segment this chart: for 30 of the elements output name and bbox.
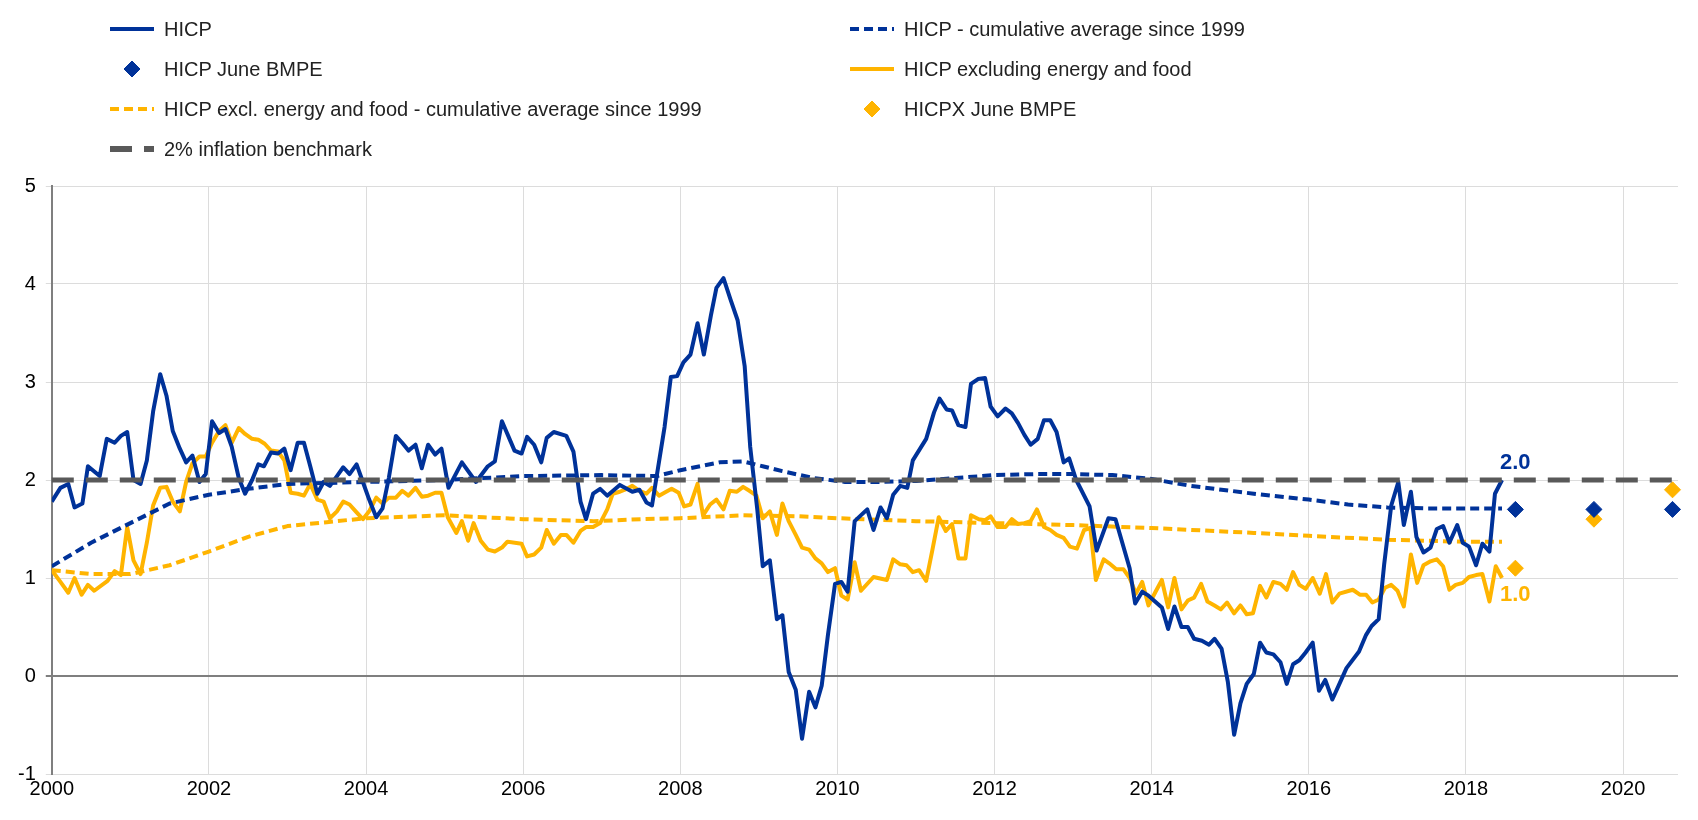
legend-label: HICP excl. energy and food - cumulative average since 1999 <box>164 97 702 121</box>
x-tick-label: 2004 <box>343 776 389 799</box>
point <box>1585 500 1603 518</box>
legend-label: 2% inflation benchmark <box>164 137 372 161</box>
y-tick-label: 4 <box>24 271 36 294</box>
x-tick-label: 2008 <box>658 776 703 799</box>
x-tick-label: 2020 <box>1600 776 1646 799</box>
x-tick-label: 2016 <box>1286 776 1332 799</box>
legend-label: HICP <box>164 17 212 41</box>
annotation: 2.0 <box>1500 449 1531 475</box>
x-tick-label: 2010 <box>815 776 860 799</box>
legend-label: HICPX June BMPE <box>904 97 1077 121</box>
x-tick-label: 2014 <box>1129 776 1174 799</box>
y-tick-label: 5 <box>24 173 36 196</box>
x-tick-label: 2018 <box>1443 776 1489 799</box>
y-tick-label: 3 <box>24 369 36 392</box>
point <box>1664 500 1681 518</box>
x-tick-label: 2002 <box>186 776 232 799</box>
y-tick-label: 2 <box>24 467 36 490</box>
x-tick-label: 2006 <box>500 776 546 799</box>
point <box>1506 500 1524 518</box>
annotation: 1.0 <box>1500 581 1531 607</box>
legend-label: HICP June BMPE <box>164 57 323 81</box>
legend-label: HICP - cumulative average since 1999 <box>904 17 1245 41</box>
y-tick-label: 0 <box>24 663 36 686</box>
legend-label: HICP excluding energy and food <box>904 57 1192 81</box>
y-tick-label: 1 <box>24 565 36 588</box>
x-tick-label: 2012 <box>972 776 1017 799</box>
point <box>1506 559 1524 577</box>
point <box>1664 481 1681 499</box>
